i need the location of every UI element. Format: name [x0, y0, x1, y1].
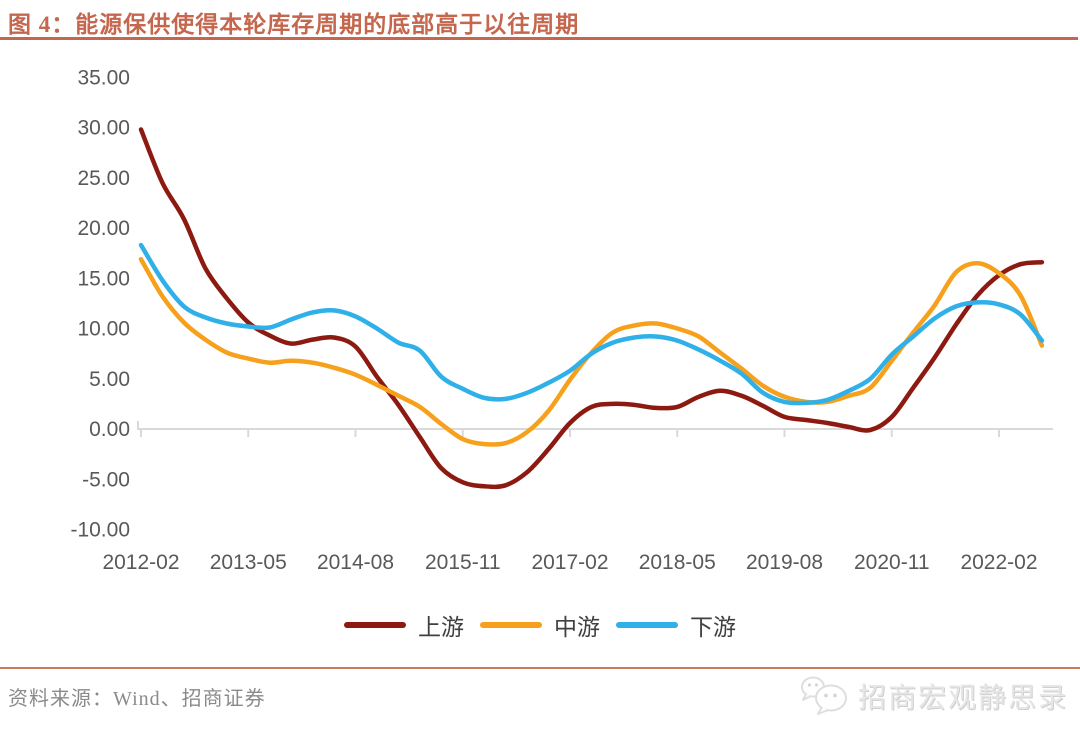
legend-item-upstream: 上游 [344, 608, 464, 642]
legend-label-upstream: 上游 [418, 614, 464, 640]
chart-legend: 上游 中游 下游 [0, 608, 1080, 642]
x-axis-label: 2020-11 [854, 551, 930, 574]
legend-swatch-upstream [344, 622, 406, 628]
y-axis-label: 35.00 [77, 66, 130, 89]
wechat-icon [801, 676, 847, 715]
legend-item-downstream: 下游 [616, 608, 736, 642]
x-axis-label: 2013-05 [210, 551, 287, 574]
x-axis-label: 2015-11 [425, 551, 501, 574]
y-axis-label: 30.00 [77, 117, 130, 140]
chart-title: 图 4：能源保供使得本轮库存周期的底部高于以往周期 [8, 12, 580, 37]
x-axis-label: 2022-02 [960, 551, 1037, 574]
watermark: 招商宏观静思录 [800, 674, 1068, 718]
y-axis-label: 5.00 [89, 368, 130, 391]
legend-item-midstream: 中游 [480, 608, 600, 642]
watermark-text: 招商宏观静思录 [858, 682, 1069, 713]
x-axis-label: 2018-05 [639, 551, 716, 574]
series-line-上游 [138, 127, 1045, 490]
legend-label-midstream: 中游 [554, 614, 600, 640]
y-axis-label: -10.00 [70, 519, 130, 542]
y-axis-label: 25.00 [77, 167, 130, 190]
series-line-下游 [138, 242, 1045, 406]
x-axis-line [137, 421, 1053, 430]
y-axis-label: 10.00 [77, 318, 130, 341]
y-axis-label: 20.00 [77, 217, 130, 240]
legend-swatch-downstream [616, 622, 678, 628]
x-axis-label: 2012-02 [102, 551, 179, 574]
y-axis-label: 0.00 [89, 418, 130, 441]
x-axis-label: 2014-08 [317, 551, 394, 574]
legend-label-downstream: 下游 [690, 614, 736, 640]
y-axis-label: 15.00 [77, 267, 130, 290]
line-chart: 2012-02 2013-05 2014-08 2015-11 2017-02 2018-… [70, 66, 1053, 574]
source-note: 资料来源：Wind、招商证券 [8, 688, 266, 710]
y-axis-label: -5.00 [82, 468, 130, 491]
footer-separator [0, 667, 1080, 669]
legend-swatch-midstream [480, 622, 542, 628]
title-underline [0, 37, 1078, 40]
x-axis-label: 2019-08 [746, 551, 823, 574]
x-axis-label: 2017-02 [531, 551, 608, 574]
